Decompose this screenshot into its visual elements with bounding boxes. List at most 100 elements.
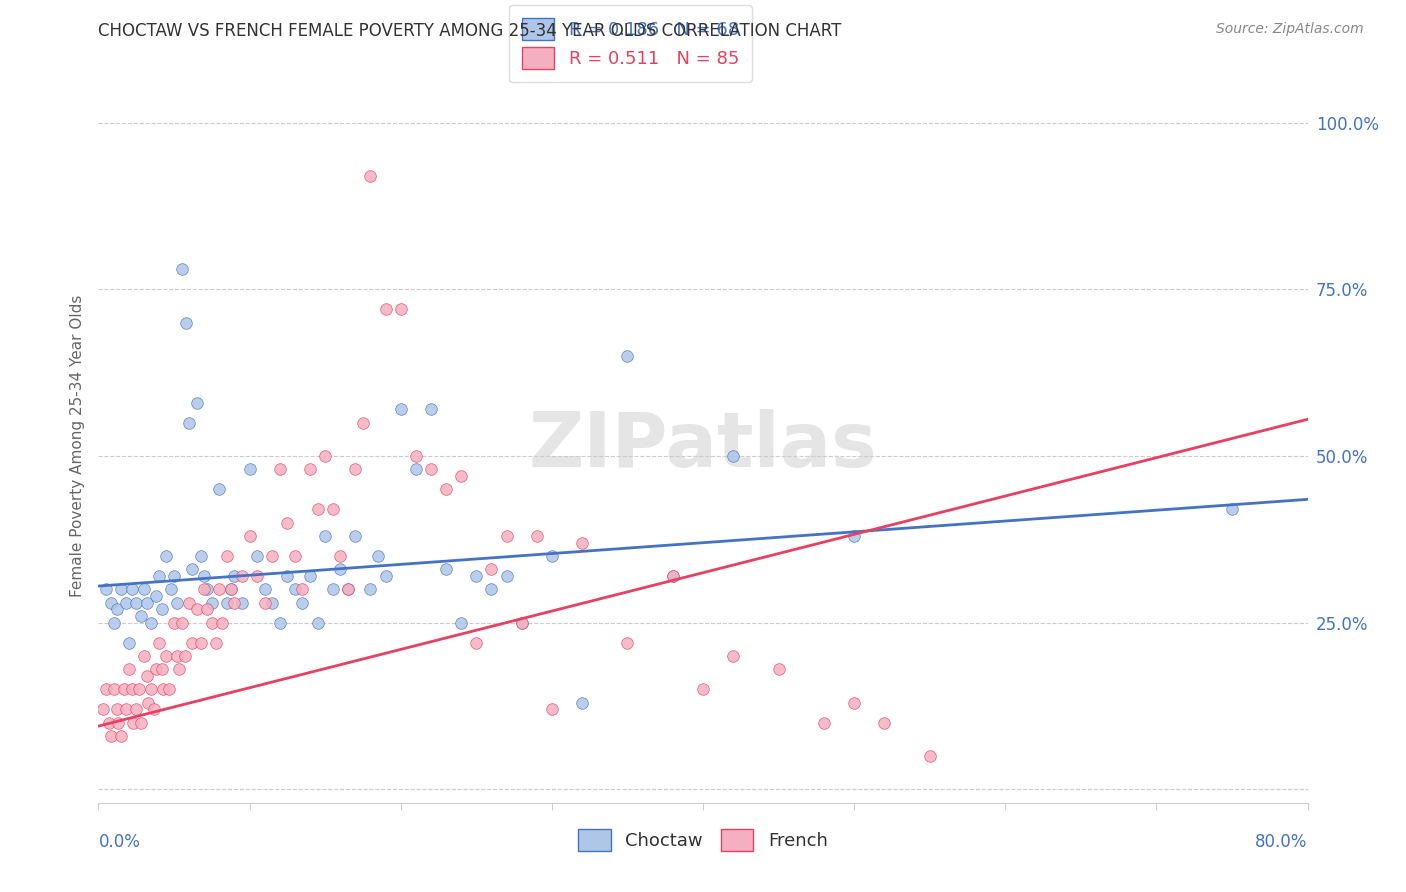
Point (215, 549, 238, 563)
Text: ZIPatlas: ZIPatlas (529, 409, 877, 483)
Point (170, 262, 193, 277)
Point (405, 462, 427, 476)
Point (173, 649, 195, 664)
Point (118, 662, 141, 676)
Point (360, 582, 382, 597)
Point (224, 596, 246, 610)
Point (616, 636, 638, 650)
Legend: Choctaw, French: Choctaw, French (571, 822, 835, 858)
Point (91, 702, 114, 716)
Point (495, 569, 517, 583)
Point (143, 702, 166, 716)
Point (481, 562, 503, 576)
Point (150, 662, 173, 676)
Point (661, 569, 683, 583)
Point (495, 529, 517, 543)
Point (193, 582, 215, 597)
Point (129, 715, 152, 730)
Point (145, 589, 167, 603)
Point (190, 636, 212, 650)
Point (510, 615, 533, 630)
Text: 0.0%: 0.0% (98, 833, 141, 851)
Point (114, 702, 136, 716)
Point (262, 549, 284, 563)
Point (122, 715, 145, 730)
Point (276, 569, 298, 583)
Point (329, 549, 352, 563)
Point (420, 402, 443, 417)
Point (150, 602, 173, 616)
Point (221, 582, 243, 597)
Point (329, 562, 352, 576)
Point (148, 569, 170, 583)
Point (389, 402, 412, 417)
Point (768, 662, 790, 676)
Point (344, 462, 367, 476)
Point (105, 702, 128, 716)
Point (98, 715, 121, 730)
Point (526, 529, 548, 543)
Point (246, 549, 269, 563)
Point (299, 569, 322, 583)
Point (181, 636, 204, 650)
Point (299, 462, 322, 476)
Point (336, 582, 359, 597)
Point (374, 302, 396, 317)
Point (186, 395, 208, 409)
Point (125, 596, 148, 610)
Point (179, 416, 201, 430)
Point (167, 662, 190, 676)
Point (1220, 502, 1243, 516)
Point (661, 569, 683, 583)
Point (314, 529, 336, 543)
Point (155, 649, 177, 664)
Point (121, 682, 143, 697)
Point (100, 729, 122, 743)
Point (284, 549, 307, 563)
Point (231, 596, 253, 610)
Point (128, 682, 150, 697)
Point (181, 562, 204, 576)
Point (723, 649, 745, 664)
Point (205, 636, 228, 650)
Point (152, 682, 174, 697)
Point (186, 602, 208, 616)
Point (336, 582, 359, 597)
Point (129, 609, 152, 624)
Point (132, 582, 155, 597)
Point (195, 602, 218, 616)
Point (166, 596, 188, 610)
Point (160, 582, 183, 597)
Point (389, 302, 412, 317)
Point (918, 749, 941, 764)
Point (100, 596, 122, 610)
Point (193, 569, 215, 583)
Point (224, 569, 246, 583)
Point (253, 582, 276, 597)
Point (239, 529, 262, 543)
Point (692, 682, 714, 697)
Point (571, 696, 593, 710)
Point (374, 569, 396, 583)
Point (352, 416, 374, 430)
Point (420, 462, 443, 476)
Point (481, 582, 503, 597)
Point (107, 715, 129, 730)
Point (135, 596, 157, 610)
Point (211, 615, 233, 630)
Point (253, 596, 276, 610)
Point (571, 535, 593, 549)
Point (170, 615, 193, 630)
Point (314, 449, 336, 463)
Point (873, 715, 896, 730)
Point (103, 615, 125, 630)
Point (110, 729, 132, 743)
Point (405, 449, 427, 463)
Point (434, 483, 457, 497)
Point (510, 615, 533, 630)
Point (121, 582, 143, 597)
Point (148, 636, 170, 650)
Point (246, 569, 269, 583)
Point (145, 662, 167, 676)
Point (132, 649, 155, 664)
